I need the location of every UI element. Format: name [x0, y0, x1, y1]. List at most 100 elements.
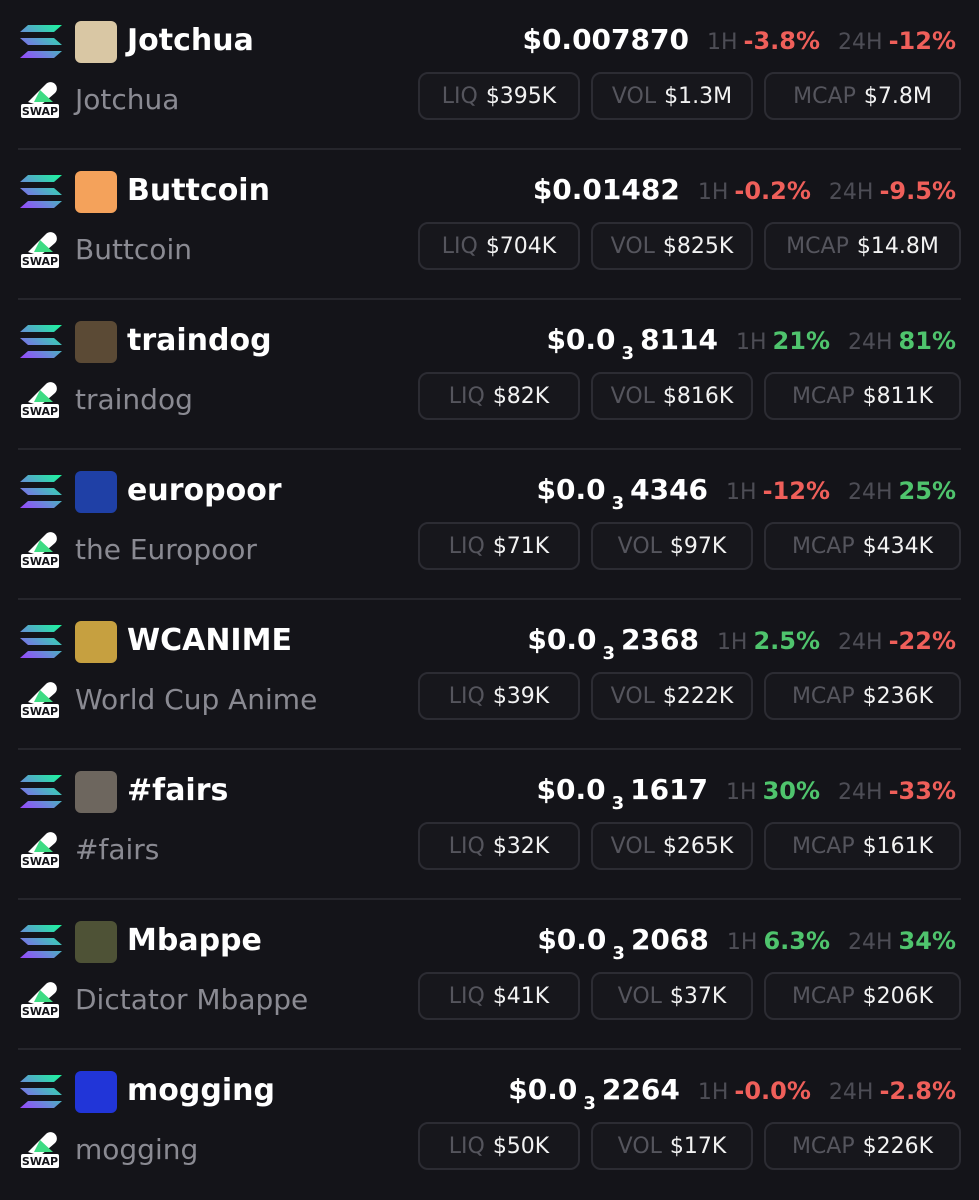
token-symbol: WCANIME: [127, 623, 292, 658]
price: $0.0 3 2264: [508, 1070, 680, 1114]
price-zero-count: 3: [621, 343, 635, 364]
token-symbol: #fairs: [127, 773, 229, 808]
liq-pill: LIQ $39K: [418, 672, 580, 720]
liq-label: LIQ: [448, 683, 485, 709]
token-avatar: [75, 321, 117, 363]
token-avatar: [75, 1071, 117, 1113]
price-main: $0.0: [508, 1073, 578, 1106]
mcap-label: MCAP: [791, 1133, 855, 1159]
token-row[interactable]: Mbappe SWAP Dictator Mbappe $0.0 3 2068 1H 6.3%…: [18, 900, 961, 1050]
liq-value: $71K: [492, 533, 550, 559]
h24-label: 24H: [838, 630, 883, 655]
h1-label: 1H: [726, 780, 757, 805]
token-row[interactable]: traindog SWAP traindog $0.0 3 8114 1H 21% 24H 81%…: [18, 300, 961, 450]
token-avatar: [75, 171, 117, 213]
price-line: $0.01482 1H -0.2% 24H -9.5%: [533, 170, 956, 213]
h1-change: 6.3%: [763, 927, 830, 955]
vol-pill: VOL $37K: [591, 972, 753, 1020]
price-line: $0.0 3 2068 1H 6.3% 24H 34%: [537, 920, 956, 964]
swap-label: SWAP: [22, 855, 58, 868]
swap-label: SWAP: [22, 705, 58, 718]
token-name: mogging: [75, 1133, 199, 1166]
stats: LIQ $50K VOL $17K MCAP $226K: [418, 1122, 961, 1170]
mcap-value: $811K: [862, 383, 934, 409]
h24-label: 24H: [828, 180, 874, 205]
h24-label: 24H: [848, 330, 893, 355]
mcap-value: $161K: [862, 833, 934, 859]
mcap-value: $434K: [862, 533, 934, 559]
h1-label: 1H: [726, 480, 757, 505]
vol-label: VOL: [617, 1133, 662, 1159]
swap-badge: SWAP: [20, 380, 60, 424]
price-digits: 2068: [630, 923, 709, 956]
mcap-label: MCAP: [791, 533, 855, 559]
liq-pill: LIQ $32K: [418, 822, 580, 870]
vol-label: VOL: [610, 233, 655, 259]
vol-value: $97K: [669, 533, 727, 559]
liq-label: LIQ: [448, 383, 485, 409]
stats: LIQ $82K VOL $816K MCAP $811K: [418, 372, 961, 420]
h24-label: 24H: [848, 930, 893, 955]
token-name: #fairs: [75, 833, 160, 866]
stats: LIQ $395K VOL $1.3M MCAP $7.8M: [418, 72, 961, 120]
mcap-pill: MCAP $7.8M: [764, 72, 961, 120]
token-row[interactable]: mogging SWAP mogging $0.0 3 2264 1H -0.0% 24H -2.…: [18, 1050, 961, 1200]
vol-pill: VOL $97K: [591, 522, 753, 570]
token-row[interactable]: #fairs SWAP #fairs $0.0 3 1617 1H 30% 24H -33% LIQ…: [18, 750, 961, 900]
h1-change: 2.5%: [753, 627, 821, 655]
swap-label: SWAP: [22, 255, 58, 268]
stats: LIQ $704K VOL $825K MCAP $14.8M: [418, 222, 961, 270]
price-zero-count: 3: [583, 1093, 596, 1114]
token-avatar: [75, 21, 117, 63]
h24-label: 24H: [838, 780, 883, 805]
h1-label: 1H: [726, 930, 758, 955]
swap-badge: SWAP: [20, 830, 60, 874]
chain-icon: [20, 772, 64, 816]
mcap-label: MCAP: [791, 383, 855, 409]
price-zero-count: 3: [612, 943, 625, 964]
price-line: $0.0 3 2264 1H -0.0% 24H -2.8%: [508, 1070, 956, 1114]
mcap-value: $236K: [862, 683, 934, 709]
price-digits: 4346: [630, 473, 709, 506]
h24-change: 81%: [898, 327, 956, 355]
token-name: traindog: [75, 383, 193, 416]
token-row[interactable]: europoor SWAP the Europoor $0.0 3 4346 1H -12% 2…: [18, 450, 961, 600]
price-main: $0.0: [537, 923, 607, 956]
chain-icon: [20, 622, 64, 666]
h1-label: 1H: [706, 30, 738, 55]
chain-icon: [20, 22, 64, 66]
h1-change: -0.0%: [734, 1077, 811, 1105]
h24-label: 24H: [838, 30, 883, 55]
h1-change: -0.2%: [734, 177, 811, 205]
mcap-value: $206K: [862, 983, 934, 1009]
token-row[interactable]: Buttcoin SWAP Buttcoin $0.01482 1H -0.2% 24H -9…: [18, 150, 961, 300]
liq-value: $395K: [485, 83, 557, 109]
swap-label: SWAP: [22, 555, 58, 568]
price-main: $0.007870: [522, 23, 689, 56]
h24-change: -2.8%: [879, 1077, 956, 1105]
token-row[interactable]: WCANIME SWAP World Cup Anime $0.0 3 2368 1H 2.5…: [18, 600, 961, 750]
liq-pill: LIQ $71K: [418, 522, 580, 570]
chain-icon: [20, 172, 64, 216]
vol-pill: VOL $265K: [591, 822, 753, 870]
mcap-pill: MCAP $14.8M: [764, 222, 961, 270]
mcap-label: MCAP: [786, 233, 849, 259]
price-line: $0.0 3 1617 1H 30% 24H -33%: [536, 770, 956, 814]
mcap-value: $7.8M: [863, 83, 932, 109]
token-name: World Cup Anime: [75, 683, 318, 716]
h1-label: 1H: [716, 630, 748, 655]
token-avatar: [75, 771, 117, 813]
token-name: Dictator Mbappe: [75, 983, 309, 1016]
h24-label: 24H: [848, 480, 893, 505]
mcap-pill: MCAP $206K: [764, 972, 961, 1020]
vol-label: VOL: [617, 533, 662, 559]
h24-change: -12%: [888, 27, 956, 55]
vol-label: VOL: [617, 983, 662, 1009]
token-row[interactable]: Jotchua SWAP Jotchua $0.007870 1H -3.8% 24H -12…: [18, 0, 961, 150]
vol-value: $816K: [662, 383, 734, 409]
liq-value: $39K: [492, 683, 550, 709]
price-zero-count: 3: [611, 493, 625, 514]
mcap-pill: MCAP $236K: [764, 672, 961, 720]
price-main: $0.0: [536, 773, 606, 806]
